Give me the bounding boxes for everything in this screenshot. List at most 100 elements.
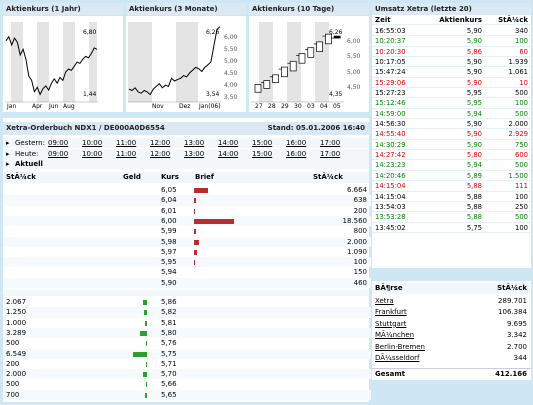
aktuell-row[interactable]: ▸ Aktuell [3, 159, 369, 169]
boerse-qty: 3.342 [506, 331, 527, 340]
ask-row: 6,01 200 [3, 206, 371, 216]
time-link-1300[interactable]: 13:00 [184, 139, 205, 147]
boerse-row: Berlin-Bremen 2.700 [372, 342, 531, 353]
umsatz-qty: 2.000 [508, 120, 528, 129]
ask-volume-bar [194, 249, 197, 255]
time-link-1000[interactable]: 10:00 [82, 150, 103, 158]
umsatz-title: Umsatz Xetra (letzte 20) [372, 3, 531, 15]
bid-volume-bar [146, 382, 147, 388]
umsatz-row: 14:15:04 5,88 111 [372, 181, 531, 192]
chart3-y-550: 5,50 [347, 53, 361, 60]
boerse-name-link[interactable]: Berlin-Bremen [375, 342, 425, 351]
boerse-name-link[interactable]: MÃ¼nchen [375, 331, 415, 340]
boerse-name-link[interactable]: Stuttgart [375, 319, 407, 328]
time-link-1500[interactable]: 15:00 [252, 139, 273, 147]
chart1-x-jun: Jun [49, 103, 59, 110]
umsatz-row: 15:27:23 5,95 500 [372, 88, 531, 99]
umsatz-time: 10:17:05 [375, 58, 406, 67]
bid-stueck: 500 [6, 380, 20, 389]
time-link-1700[interactable]: 17:00 [320, 139, 341, 147]
time-link-0900[interactable]: 09:00 [48, 150, 69, 158]
candle [254, 84, 262, 93]
umsatz-time: 14:30:29 [375, 140, 406, 149]
umsatz-time: 10:20:30 [375, 47, 406, 56]
ask-stueck: 2.000 [346, 237, 367, 246]
time-link-1600[interactable]: 16:00 [286, 139, 307, 147]
boerse-name-link[interactable]: DÃ¼sseldorf [375, 353, 420, 362]
chart2-title: Aktienkurs (3 Monate) [126, 3, 246, 15]
chart1-x-jan: Jan [7, 103, 17, 110]
umsatz-row: 14:15:04 5,88 100 [372, 192, 531, 202]
time-link-1200[interactable]: 12:00 [150, 150, 171, 158]
time-link-1500[interactable]: 15:00 [252, 150, 273, 158]
bid-kurs: 5,76 [161, 339, 177, 348]
umsatz-price: 5,80 [466, 151, 482, 160]
umsatz-price: 5,90 [466, 140, 482, 149]
aktuell-label[interactable]: Aktuell [15, 160, 43, 168]
umsatz-row: 14:23:23 5,94 500 [372, 160, 531, 171]
umsatz-price: 5,95 [466, 99, 482, 108]
chart2-top-label: 6,26 [206, 29, 220, 36]
umsatz-time: 10:20:37 [375, 37, 406, 46]
chart-1-year-line [5, 35, 98, 96]
umsatz-row: 14:59:00 5,94 500 [372, 109, 531, 120]
chart3-title: Aktienkurs (10 Tage) [249, 3, 369, 15]
boerse-name-link[interactable]: Frankfurt [375, 308, 407, 317]
bid-kurs: 5,82 [161, 308, 177, 317]
umsatz-time: 16:55:03 [375, 27, 406, 35]
chart2-y-400: 4,00 [224, 82, 238, 89]
ask-volume-bar [194, 188, 208, 193]
boerse-row: DÃ¼sseldorf 344 [372, 353, 531, 364]
ask-row: 5,97 1.090 [3, 247, 371, 257]
time-link-1600[interactable]: 16:00 [286, 150, 307, 158]
time-link-1200[interactable]: 12:00 [150, 139, 171, 147]
chart-3-months[interactable]: 6,26 3,54 6,00 5,50 5,00 4,50 4,00 3,50 … [126, 16, 246, 112]
chart-10-days[interactable]: 6,26 4,35 6,00 5,50 5,00 4,50 27 28 29 3… [249, 16, 369, 112]
boersen-total-row: Gesamt 412.166 [372, 368, 531, 379]
time-link-1400[interactable]: 14:00 [218, 139, 239, 147]
bid-volume-bar [146, 341, 147, 347]
bid-stueck: 200 [6, 359, 20, 368]
time-link-0900[interactable]: 09:00 [48, 139, 69, 147]
ask-stueck: 460 [353, 278, 367, 287]
chart1-low-label: 1,44 [83, 91, 97, 98]
umsatz-row: 10:20:37 5,90 100 [372, 36, 531, 47]
boerse-name-link[interactable]: Xetra [375, 297, 394, 305]
bid-stueck: 2.000 [6, 370, 27, 379]
umsatz-qty: 500 [515, 213, 528, 222]
candle [325, 33, 332, 45]
ask-volume-bar [194, 239, 199, 245]
umsatz-row: 16:55:03 5,90 340 [372, 26, 531, 37]
bid-row: 2.067 5,86 [3, 297, 371, 307]
time-link-1100[interactable]: 11:00 [116, 139, 137, 147]
bid-volume-bar [143, 300, 147, 305]
umsatz-panel [372, 3, 531, 268]
umsatz-price: 5,90 [466, 27, 482, 35]
ask-row: 6,04 638 [3, 195, 371, 206]
umsatz-time: 14:55:40 [375, 130, 406, 139]
time-link-1700[interactable]: 17:00 [320, 150, 341, 158]
time-link-1300[interactable]: 13:00 [184, 150, 205, 158]
boerse-row: Xetra 289.701 [372, 296, 531, 307]
umsatz-qty: 250 [515, 202, 528, 211]
time-link-1400[interactable]: 14:00 [218, 150, 239, 158]
orderbook-bids: 2.067 5,86 1.250 5,82 1.000 5,81 3.289 5,80 500 5… [3, 297, 371, 401]
bid-stueck: 6.549 [6, 349, 27, 358]
chart-1-year[interactable]: 6,80 1,44 Jan Apr Jun Aug [3, 16, 123, 112]
umsatz-row: 15:47:24 5,90 1.061 [372, 67, 531, 78]
umsatz-qty: 100 [515, 99, 528, 108]
chart-10-days-candles [254, 33, 341, 93]
umsatz-price: 5,94 [466, 109, 482, 118]
umsatz-qty: 111 [515, 182, 528, 191]
time-link-1100[interactable]: 11:00 [116, 150, 137, 158]
umsatz-price: 5,88 [466, 192, 482, 201]
heute-bullet-icon: ▸ [6, 150, 10, 158]
candle [307, 47, 315, 58]
umsatz-price: 5,86 [466, 47, 482, 56]
umsatz-price: 5,88 [466, 202, 482, 211]
bid-kurs: 5,71 [161, 359, 177, 368]
time-link-1000[interactable]: 10:00 [82, 139, 103, 147]
ask-stueck: 100 [353, 258, 367, 267]
orderbook-title: Xetra-Orderbuch NDX1 / DE000A0D6554 [6, 124, 165, 132]
ask-stueck: 18.560 [342, 216, 368, 225]
